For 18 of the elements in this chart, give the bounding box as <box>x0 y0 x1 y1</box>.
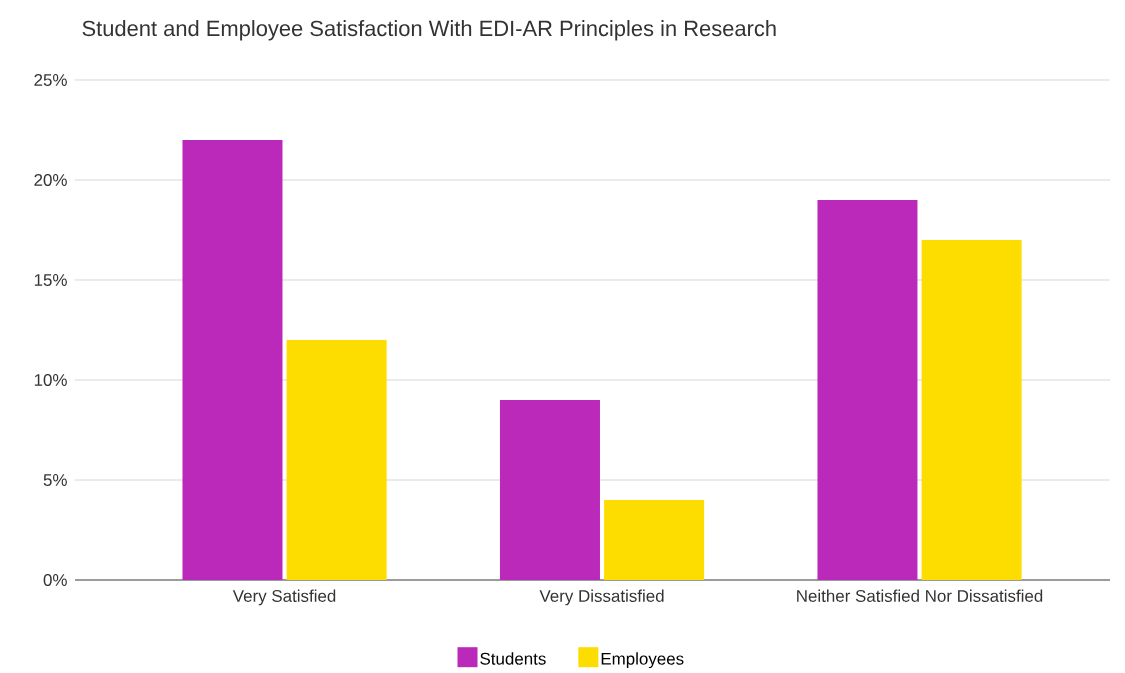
y-tick-label: 25% <box>34 74 67 86</box>
bar <box>499 400 600 580</box>
bar <box>182 140 283 580</box>
legend-label: Employees <box>601 652 684 669</box>
bar <box>286 340 387 580</box>
x-tick-label: Very Satisfied <box>232 589 336 606</box>
x-tick-label: Very Dissatisfied <box>539 589 664 606</box>
chart-title: Student and Employee Satisfaction With EDI-AR Principles in Research <box>82 20 776 41</box>
bar <box>604 500 705 580</box>
y-tick-label: 0% <box>43 574 67 586</box>
y-tick-label: 20% <box>34 174 67 186</box>
y-tick-label: 10% <box>34 374 67 386</box>
bar <box>921 240 1022 580</box>
y-tick-label: 5% <box>43 474 67 486</box>
legend-label: Students <box>480 652 546 665</box>
bar <box>817 200 918 580</box>
y-tick-label: 15% <box>34 274 67 286</box>
x-tick-label: Neither Satisfied Nor Dissatisfied <box>797 589 1043 602</box>
